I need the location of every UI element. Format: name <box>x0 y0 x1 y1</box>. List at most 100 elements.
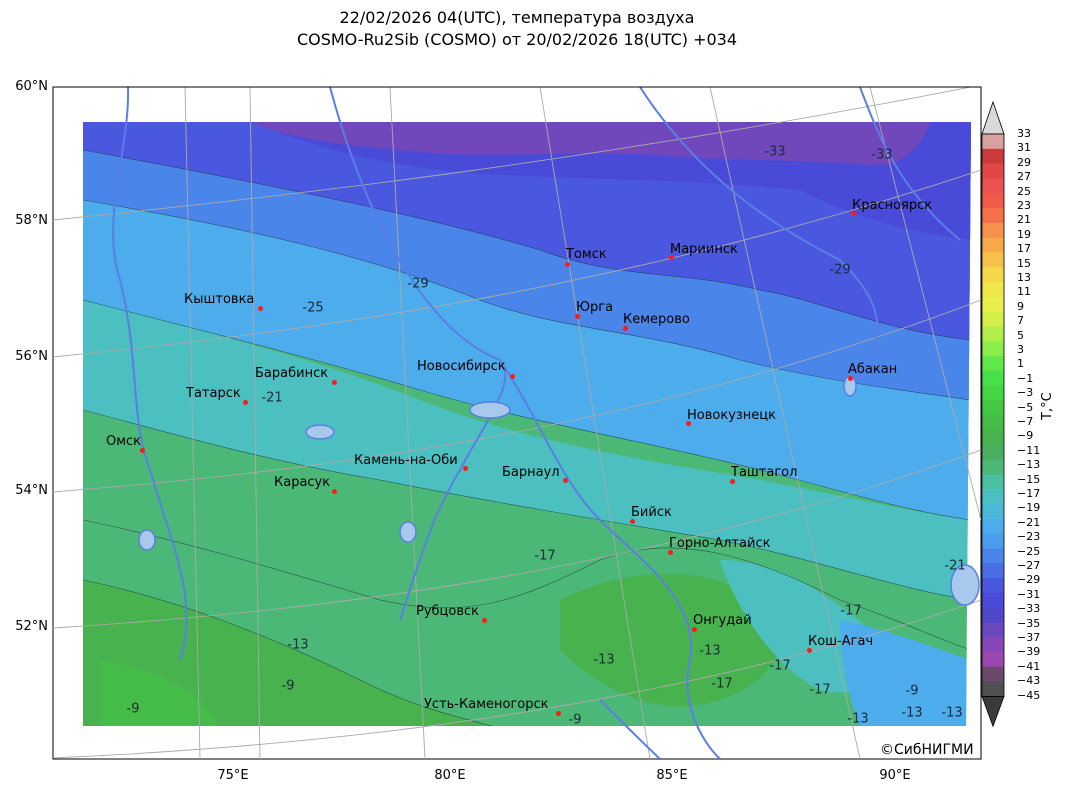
colorbar-swatch <box>982 385 1004 401</box>
colorbar-swatch <box>982 681 1004 697</box>
city-marker <box>730 479 735 484</box>
colorbar-label: T,°C <box>1040 392 1055 420</box>
city-marker <box>623 326 628 331</box>
colorbar-tick-label: −33 <box>1017 602 1041 616</box>
colorbar-swatch <box>982 459 1004 475</box>
colorbar-tick-label: −21 <box>1017 515 1041 529</box>
colorbar-tick-label: −39 <box>1017 645 1041 659</box>
colorbar-tick-label: −1 <box>1017 371 1034 385</box>
colorbar-tick-label: 33 <box>1017 127 1031 140</box>
city-label: Кыштовка <box>184 292 255 307</box>
colorbar-swatch <box>982 178 1004 194</box>
colorbar-swatch <box>982 548 1004 564</box>
contour-label: -17 <box>534 548 556 564</box>
colorbar-swatch <box>982 489 1004 505</box>
city-marker <box>565 262 570 267</box>
contour-label: -25 <box>302 300 324 316</box>
colorbar-swatch <box>982 400 1004 416</box>
colorbar-swatch <box>982 237 1004 253</box>
colorbar-tick-label: 1 <box>1017 357 1024 371</box>
colorbar-tick-label: 7 <box>1017 314 1024 328</box>
colorbar-tick-label: −17 <box>1017 487 1041 500</box>
temperature-field <box>83 122 971 726</box>
contour-label: -33 <box>764 144 786 160</box>
lat-label-60: 60°N <box>15 79 48 94</box>
colorbar-swatch <box>982 326 1004 342</box>
colorbar-tick-label: 3 <box>1017 343 1024 356</box>
colorbar-swatch <box>982 222 1004 239</box>
colorbar-tick-label: 9 <box>1017 299 1024 313</box>
lat-label-52: 52°N <box>15 619 48 634</box>
colorbar-swatch <box>982 607 1004 623</box>
contour-label: -9 <box>126 701 140 717</box>
city-marker <box>510 374 515 379</box>
city-label: Кош-Агач <box>808 634 874 649</box>
colorbar-tick-label: 21 <box>1017 213 1031 227</box>
colorbar-tick-label: −37 <box>1017 631 1041 644</box>
contour-label: -17 <box>840 603 862 619</box>
colorbar-tick-label: −41 <box>1017 659 1041 673</box>
city-label: Омск <box>106 434 142 449</box>
colorbar-swatch <box>982 474 1004 490</box>
colorbar-tick-label: 31 <box>1017 141 1031 155</box>
city-marker <box>851 211 856 216</box>
lon-label-90: 90°E <box>879 768 911 783</box>
colorbar-swatch <box>982 148 1004 165</box>
colorbar-swatch <box>982 563 1004 579</box>
colorbar-tick-label: −3 <box>1017 386 1034 400</box>
contour-label: -13 <box>699 643 721 659</box>
colorbar-tick-label: 13 <box>1017 271 1031 284</box>
city-label: Мариинск <box>670 242 738 257</box>
contour-label: -13 <box>941 705 963 721</box>
colorbar-tick-label: −35 <box>1017 616 1041 630</box>
contour-label: -9 <box>568 712 582 728</box>
colorbar-swatch <box>982 504 1004 520</box>
colorbar-tick-label: −5 <box>1017 400 1034 414</box>
lakes <box>138 375 980 606</box>
city-marker <box>668 550 673 555</box>
contour-label: -29 <box>407 276 429 292</box>
contour-label: -13 <box>593 652 615 668</box>
city-marker <box>807 648 812 653</box>
city-label: Томск <box>566 247 607 262</box>
rivers <box>112 87 961 759</box>
colorbar-min-arrow <box>981 696 1005 728</box>
city-label: Камень-на-Оби <box>354 453 458 468</box>
colorbar-swatch <box>982 370 1004 387</box>
city-label: Барнаул <box>502 465 560 480</box>
city-marker <box>575 314 580 319</box>
city-marker <box>669 255 674 260</box>
city-label: Новосибирск <box>417 359 506 374</box>
colorbar-tick-label: −11 <box>1017 443 1041 457</box>
city-label: Татарск <box>186 386 241 401</box>
colorbar-tick-label: −9 <box>1017 429 1034 443</box>
colorbar-tick-label: −13 <box>1017 458 1041 472</box>
colorbar-tick-label: −31 <box>1017 587 1041 601</box>
colorbar-tick-label: 23 <box>1017 199 1031 212</box>
colorbar-max-arrow <box>981 100 1005 135</box>
city-marker <box>243 400 248 405</box>
city-marker <box>630 519 635 524</box>
contour-label: -33 <box>871 147 893 163</box>
colorbar-swatch <box>982 578 1004 594</box>
city-marker <box>848 376 853 381</box>
city-marker <box>332 489 337 494</box>
contour-label: -21 <box>261 390 283 406</box>
colorbar-tick-label: 29 <box>1017 155 1031 169</box>
map-title-line2: COSMO-Ru2Sib (COSMO) от 20/02/2026 18(UT… <box>296 30 738 49</box>
colorbar-swatch <box>982 592 1004 609</box>
lon-label-75: 75°E <box>217 768 249 783</box>
colorbar-tick-label: −7 <box>1017 415 1034 428</box>
contour-label: -29 <box>829 262 851 278</box>
colorbar-tick-label: −19 <box>1017 501 1041 515</box>
colorbar-tick-label: −15 <box>1017 472 1041 486</box>
city-marker <box>482 618 487 623</box>
city-marker <box>692 627 697 632</box>
colorbar-swatch <box>982 193 1004 209</box>
colorbar-tick-label: −25 <box>1017 544 1041 558</box>
colorbar-swatch <box>982 652 1004 668</box>
colorbar-tick-label: 19 <box>1017 227 1031 241</box>
city-label: Онгудай <box>693 613 752 628</box>
city-label: Бийск <box>631 505 672 520</box>
